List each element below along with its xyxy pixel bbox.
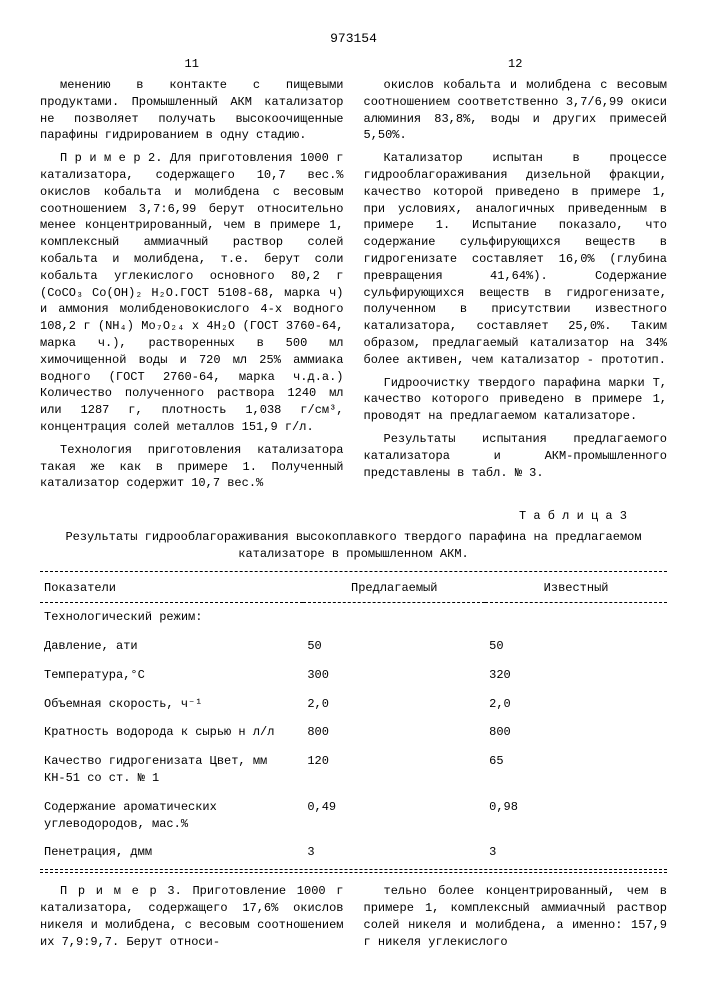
table-row: Качество гидрогенизата Цвет, мм КН-51 со… (40, 747, 667, 793)
table-row: Объемная скорость, ч⁻¹ 2,0 2,0 (40, 690, 667, 719)
right-para-3: Гидроочистку твердого парафина марки Т, … (364, 375, 668, 425)
cell-known: 0,98 (485, 793, 667, 839)
divider (40, 571, 667, 572)
bottom-left-para: П р и м е р 3. Приготовление 1000 г ката… (40, 883, 344, 950)
left-para-1: менению в контакте с пищевыми продуктами… (40, 77, 344, 144)
cell-proposed: 0,49 (303, 793, 485, 839)
bottom-right-para: тельно более концентрированный, чем в пр… (364, 883, 668, 950)
results-table: Показатели Предлагаемый Известный Технол… (40, 574, 667, 868)
right-column: 12 окислов кобальта и молибдена с весовы… (364, 56, 668, 498)
table-row: Содержание ароматических углеводородов, … (40, 793, 667, 839)
bottom-columns: П р и м е р 3. Приготовление 1000 г ката… (40, 883, 667, 956)
cell-proposed: 50 (303, 632, 485, 661)
table-header-row: Показатели Предлагаемый Известный (40, 574, 667, 603)
col-header-proposed: Предлагаемый (303, 574, 485, 603)
cell-label: Качество гидрогенизата Цвет, мм КН-51 со… (40, 747, 303, 793)
cell-known: 3 (485, 838, 667, 867)
cell-known: 800 (485, 718, 667, 747)
right-col-number: 12 (364, 56, 668, 73)
table-section-row: Технологический режим: (40, 603, 667, 632)
cell-known: 50 (485, 632, 667, 661)
divider (40, 869, 667, 870)
bottom-right-column: тельно более концентрированный, чем в пр… (364, 883, 668, 956)
doc-number: 973154 (40, 30, 667, 48)
cell-label: Пенетрация, дмм (40, 838, 303, 867)
right-para-1: окислов кобальта и молибдена с весовым с… (364, 77, 668, 144)
left-para-2: П р и м е р 2. Для приготовления 1000 г … (40, 150, 344, 436)
table-row: Пенетрация, дмм 3 3 (40, 838, 667, 867)
cell-known: 320 (485, 661, 667, 690)
left-column: 11 менению в контакте с пищевыми продукт… (40, 56, 344, 498)
cell-label: Объемная скорость, ч⁻¹ (40, 690, 303, 719)
table-row: Температура,°С 300 320 (40, 661, 667, 690)
bottom-left-column: П р и м е р 3. Приготовление 1000 г ката… (40, 883, 344, 956)
cell-known: 65 (485, 747, 667, 793)
cell-proposed: 800 (303, 718, 485, 747)
col-header-indicators: Показатели (40, 574, 303, 603)
cell-label: Температура,°С (40, 661, 303, 690)
cell-label: Давление, ати (40, 632, 303, 661)
table-title: Т а б л и ц а 3 (40, 508, 627, 525)
table-caption: Результаты гидрооблагораживания высокопл… (40, 529, 667, 563)
table-row: Давление, ати 50 50 (40, 632, 667, 661)
main-columns: 11 менению в контакте с пищевыми продукт… (40, 56, 667, 498)
divider (40, 872, 667, 873)
cell-label: Кратность водорода к сырью н л/л (40, 718, 303, 747)
col-header-known: Известный (485, 574, 667, 603)
cell-label: Содержание ароматических углеводородов, … (40, 793, 303, 839)
table-row: Кратность водорода к сырью н л/л 800 800 (40, 718, 667, 747)
left-para-3: Технология приготовления катализатора та… (40, 442, 344, 492)
cell-proposed: 2,0 (303, 690, 485, 719)
cell-known: 2,0 (485, 690, 667, 719)
cell-proposed: 3 (303, 838, 485, 867)
cell-proposed: 120 (303, 747, 485, 793)
left-col-number: 11 (40, 56, 344, 73)
right-para-4: Результаты испытания предлагаемого катал… (364, 431, 668, 481)
right-para-2: Катализатор испытан в процессе гидрообла… (364, 150, 668, 368)
cell-proposed: 300 (303, 661, 485, 690)
section-label: Технологический режим: (40, 603, 667, 632)
